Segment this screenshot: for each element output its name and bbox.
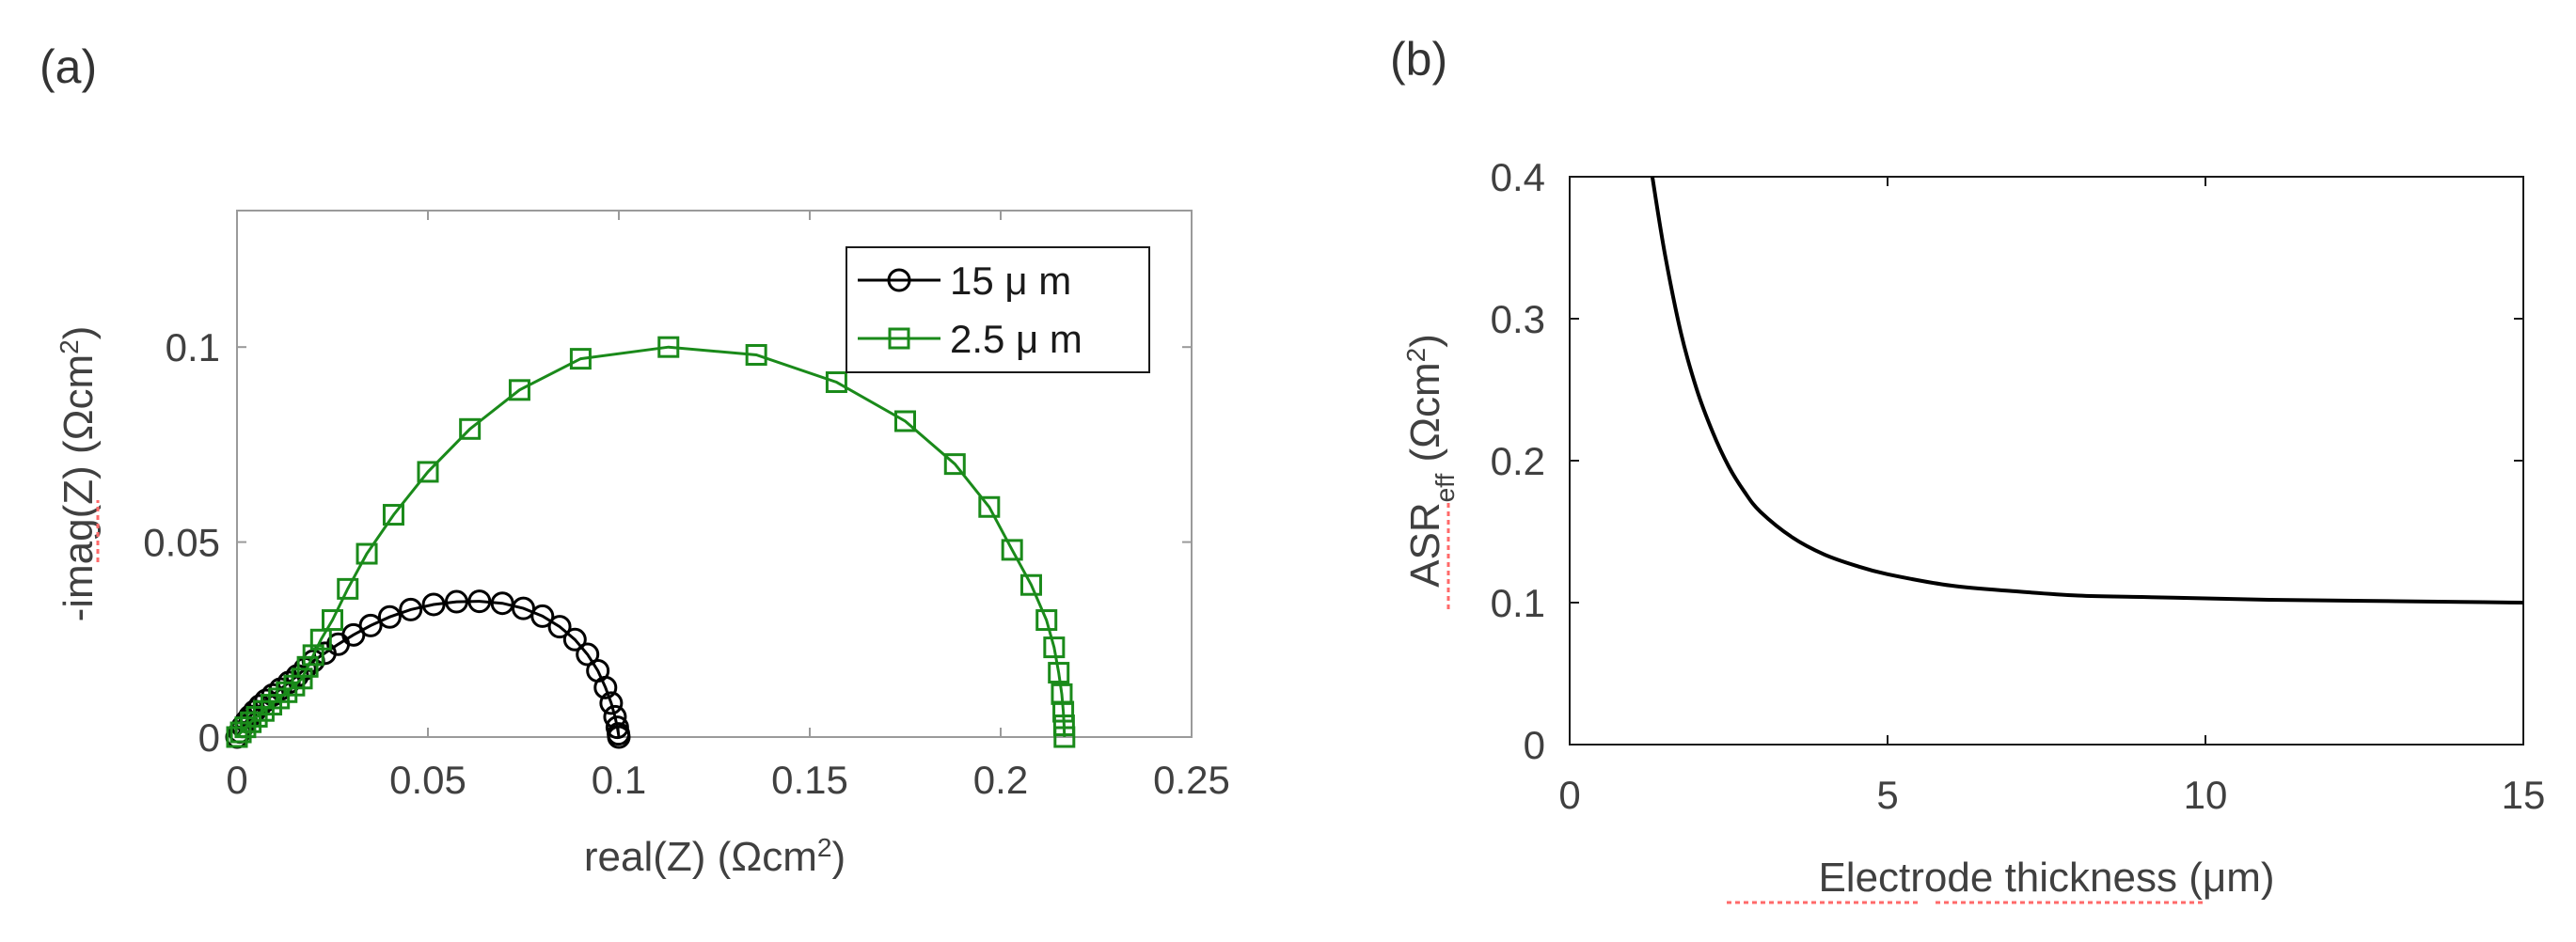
data-point-square	[1043, 636, 1066, 659]
data-point-square	[322, 609, 343, 632]
data-point-square	[309, 628, 332, 651]
data-point-circle	[421, 592, 446, 617]
legend-marker-circle	[887, 268, 911, 292]
data-point-square	[508, 379, 530, 401]
data-point-circle	[399, 597, 423, 621]
data-point-square	[356, 542, 378, 565]
data-point-square	[291, 667, 313, 690]
panel-a-tick-labels: 0 0.05 0.1 0.15 0.2 0.25 0 0.05 0.1	[143, 325, 1230, 802]
panel-a-series-line-1	[235, 345, 1067, 738]
data-point-square	[296, 655, 319, 678]
panel-b-label: (b)	[1390, 33, 1447, 86]
panel-b-x-tick-label: 0	[1558, 773, 1580, 817]
data-point-square	[943, 453, 966, 476]
data-point-circle	[547, 615, 572, 639]
panel-a-y-tick-label: 0.05	[143, 521, 220, 565]
data-point-circle	[377, 604, 402, 629]
panel-a-y-tick-label: 0.1	[166, 325, 220, 369]
panel-a-x-tick-label: 0.15	[771, 758, 848, 802]
panel-a-legend: 15 μ m 2.5 μ m	[845, 246, 1150, 373]
data-point-square	[283, 674, 306, 697]
panel-a-x-tick-label: 0.1	[592, 758, 646, 802]
panel-a-x-tick-label: 0	[226, 758, 247, 802]
data-point-square	[276, 681, 298, 703]
data-point-square	[1001, 539, 1023, 561]
panel-a-x-tick-label: 0.25	[1153, 758, 1230, 802]
data-point-square	[1019, 573, 1042, 596]
data-point-square	[459, 417, 482, 440]
panel-a-label: (a)	[40, 40, 97, 93]
data-point-square	[978, 495, 1001, 518]
data-point-square	[569, 348, 592, 370]
data-point-square	[245, 705, 268, 728]
data-point-square	[745, 343, 767, 366]
panel-b-y-tick-label: 0.4	[1491, 155, 1545, 199]
panel-a-plot-frame	[236, 210, 1193, 738]
panel-b-tick-labels: 0 5 10 15 0 0.1 0.2 0.3 0.4	[1491, 155, 2546, 817]
panel-b-x-tick-label: 5	[1876, 773, 1898, 817]
data-point-square	[1052, 700, 1075, 723]
data-point-circle	[562, 627, 587, 652]
data-point-square	[252, 699, 275, 722]
data-point-circle	[358, 613, 383, 637]
panel-b-y-tick-label: 0	[1524, 723, 1545, 767]
data-point-square	[825, 371, 847, 394]
data-point-square	[657, 336, 680, 358]
legend-label-15um: 15 μ m	[950, 259, 1071, 303]
data-point-circle	[607, 725, 631, 749]
data-point-square	[417, 461, 439, 483]
panel-b-series	[1650, 176, 2524, 604]
data-point-circle	[530, 604, 555, 628]
panel-a-x-axis-title: real(Z) (Ωcm2)	[584, 833, 845, 881]
panel-b-y-tick-label: 0.1	[1491, 581, 1545, 625]
data-point-square	[261, 694, 283, 716]
panel-a-x-tick-label: 0.2	[973, 758, 1028, 802]
panel-b-x-tick-label: 10	[2184, 773, 2228, 817]
panel-a-series	[225, 336, 1076, 749]
legend-box	[845, 246, 1150, 373]
panel-b-x-tick-label: 15	[2502, 773, 2546, 817]
legend-label-2-5um: 2.5 μ m	[950, 317, 1083, 361]
panel-b-x-axis-title: Electrode thickness (μm)	[1818, 855, 2274, 901]
panel-b-series-line-0	[1650, 176, 2524, 604]
panel-b-chart: 0 5 10 15 0 0.1 0.2 0.3 0.4 Electrode thickness …	[1401, 155, 2546, 904]
data-point-circle	[444, 589, 468, 614]
data-point-square	[268, 687, 291, 710]
data-point-square	[302, 644, 324, 667]
data-point-circle	[467, 589, 492, 614]
data-point-square	[240, 711, 262, 733]
panel-b-y-axis-title: ASReff (Ωcm2)	[1401, 334, 1460, 588]
data-point-square	[1035, 609, 1058, 632]
data-point-square	[1052, 714, 1075, 737]
data-point-square	[382, 504, 404, 526]
panel-a-y-axis-title: -imag(Z) (Ωcm2)	[55, 326, 103, 622]
panel-b-y-tick-label: 0.2	[1491, 439, 1545, 483]
panel-b-ticks	[1569, 176, 2524, 746]
data-point-square	[1053, 726, 1076, 748]
data-point-square	[1048, 662, 1070, 684]
legend-marker-square	[888, 327, 910, 350]
data-point-circle	[599, 691, 624, 715]
data-point-circle	[576, 642, 600, 667]
panel-a-chart: 0 0.05 0.1 0.15 0.2 0.25 0 0.05 0.1 real(Z) (Ωcm…	[55, 210, 1230, 881]
data-point-square	[337, 577, 359, 600]
panel-a-y-tick-label: 0	[198, 715, 220, 760]
panel-b-y-tick-label: 0.3	[1491, 297, 1545, 341]
panel-b-plot-frame	[1569, 176, 2524, 746]
panel-a-x-tick-label: 0.05	[389, 758, 466, 802]
data-point-square	[894, 410, 916, 432]
data-point-circle	[593, 675, 618, 699]
data-point-circle	[490, 591, 514, 616]
